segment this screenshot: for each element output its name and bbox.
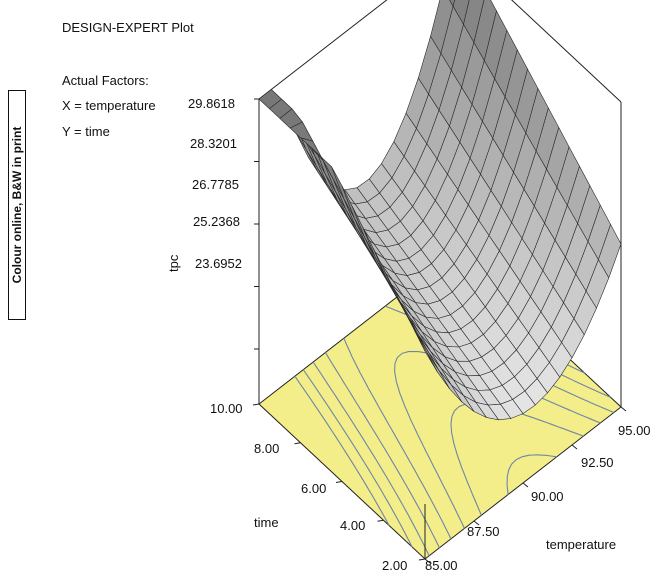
y-tick-label: 2.00 <box>382 558 407 573</box>
x-tick <box>571 444 578 450</box>
y-tick <box>335 481 343 483</box>
x-tick-label: 87.50 <box>467 524 500 539</box>
z-tick-label: 29.8618 <box>188 96 235 111</box>
z-tick-label: 26.7785 <box>192 177 239 192</box>
axis-ticks <box>252 98 627 564</box>
y-factor-label: Y = time <box>62 124 110 139</box>
z-tick-label: 25.2368 <box>193 214 240 229</box>
x-tick <box>620 406 627 412</box>
z-axis-label: tpc <box>166 254 181 272</box>
contour-line <box>506 454 557 495</box>
z-tick-label: 23.6952 <box>195 256 242 271</box>
y-tick <box>252 403 260 406</box>
z-tick-label: 28.3201 <box>190 136 237 151</box>
y-tick-label: 4.00 <box>340 518 365 533</box>
plot-title: DESIGN-EXPERT Plot <box>62 20 194 35</box>
x-tick <box>522 482 529 488</box>
y-tick <box>377 519 384 522</box>
y-tick-label: 10.00 <box>210 401 243 416</box>
x-factor-label: X = temperature <box>62 98 156 113</box>
x-tick-label: 92.50 <box>581 455 614 470</box>
x-tick-label: 90.00 <box>531 489 564 504</box>
colour-online-note-frame <box>8 90 26 320</box>
surface-cell <box>414 330 438 372</box>
x-tick <box>424 558 431 564</box>
x-tick-label: 85.00 <box>425 558 458 573</box>
y-axis-label: time <box>254 515 279 530</box>
box-edge <box>511 0 622 103</box>
y-tick-label: 6.00 <box>301 481 326 496</box>
colour-online-note: Colour online, B&W in print <box>8 90 26 320</box>
x-tick <box>473 520 480 526</box>
factors-heading: Actual Factors: <box>62 73 149 88</box>
y-tick-label: 8.00 <box>254 441 279 456</box>
y-tick <box>294 442 301 445</box>
x-axis-label: temperature <box>546 537 616 552</box>
box-edge <box>258 0 388 100</box>
axis-box-front <box>258 99 622 559</box>
y-tick <box>418 558 426 561</box>
x-tick-label: 95.00 <box>618 423 651 438</box>
response-surface <box>258 0 622 421</box>
